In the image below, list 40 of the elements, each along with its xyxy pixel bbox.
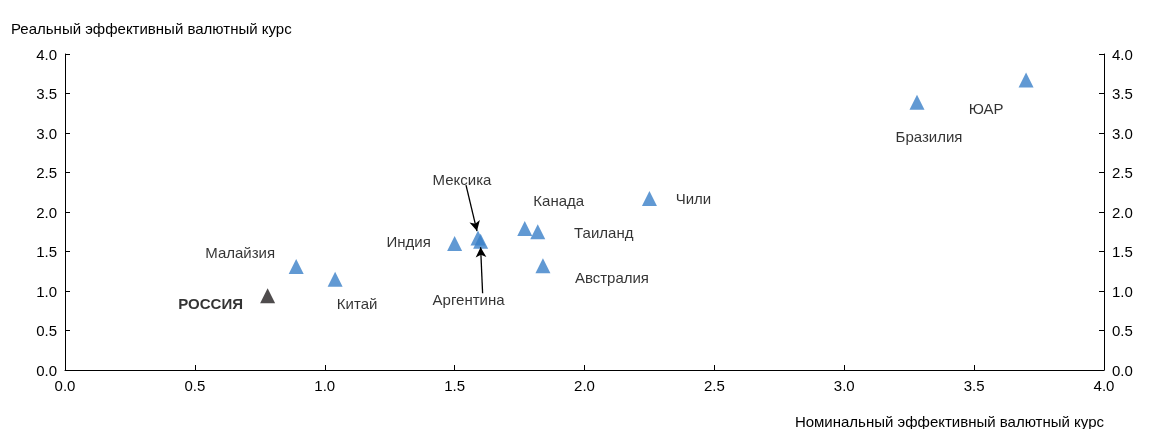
y2-tick-label: 0.0 — [1112, 361, 1133, 379]
y2-tick-label: 3.0 — [1112, 124, 1133, 142]
annotation: РОССИЯ — [178, 295, 243, 313]
y-tick-label: 4.0 — [36, 45, 57, 63]
y-tick-label: 2.5 — [36, 164, 57, 181]
y-tick-label: 0.5 — [36, 322, 57, 339]
y2-tick-label: 1.5 — [1112, 243, 1133, 260]
annotation: Китай — [336, 294, 378, 312]
y-tick-label: 2.0 — [36, 203, 57, 221]
annotation: Канада — [533, 192, 585, 210]
x-tick-label: 1.0 — [314, 377, 336, 394]
y2-tick-label: 4.0 — [1112, 45, 1133, 63]
annotation: Малайзия — [205, 244, 276, 262]
annotation: Чили — [675, 190, 712, 208]
annotation: Таиланд — [574, 224, 634, 242]
annotation: Аргентина — [432, 290, 506, 308]
y2-tick-label: 0.5 — [1112, 322, 1133, 339]
annotation: ЮАР — [968, 99, 1004, 117]
y-tick-label: 0.0 — [36, 361, 57, 379]
y-axis-title: Реальный эффективный валютный курс — [11, 20, 293, 37]
annotation: Индия — [386, 233, 431, 251]
y-tick-label: 1.0 — [36, 282, 57, 300]
annotation: Австралия — [574, 269, 649, 287]
x-tick-label: 0.5 — [184, 377, 206, 394]
x-tick-label: 2.5 — [703, 377, 725, 394]
y2-tick-label: 2.0 — [1112, 203, 1133, 221]
x-tick-label: 3.5 — [963, 377, 985, 394]
x-tick-label: 3.0 — [833, 377, 855, 394]
x-tick-label: 2.0 — [574, 377, 595, 394]
annotation: Бразилия — [895, 127, 963, 145]
y-tick-label: 1.5 — [36, 243, 57, 260]
x-tick-label: 0.0 — [54, 377, 76, 394]
y2-tick-label: 2.5 — [1112, 164, 1133, 181]
y-tick-label: 3.5 — [36, 85, 57, 102]
y2-tick-label: 1.0 — [1112, 282, 1133, 300]
annotation: Мексика — [432, 170, 493, 188]
x-tick-label: 1.5 — [444, 377, 466, 394]
x-tick-label: 4.0 — [1093, 377, 1115, 394]
y-tick-label: 3.0 — [36, 124, 57, 142]
y2-tick-label: 3.5 — [1112, 85, 1133, 102]
